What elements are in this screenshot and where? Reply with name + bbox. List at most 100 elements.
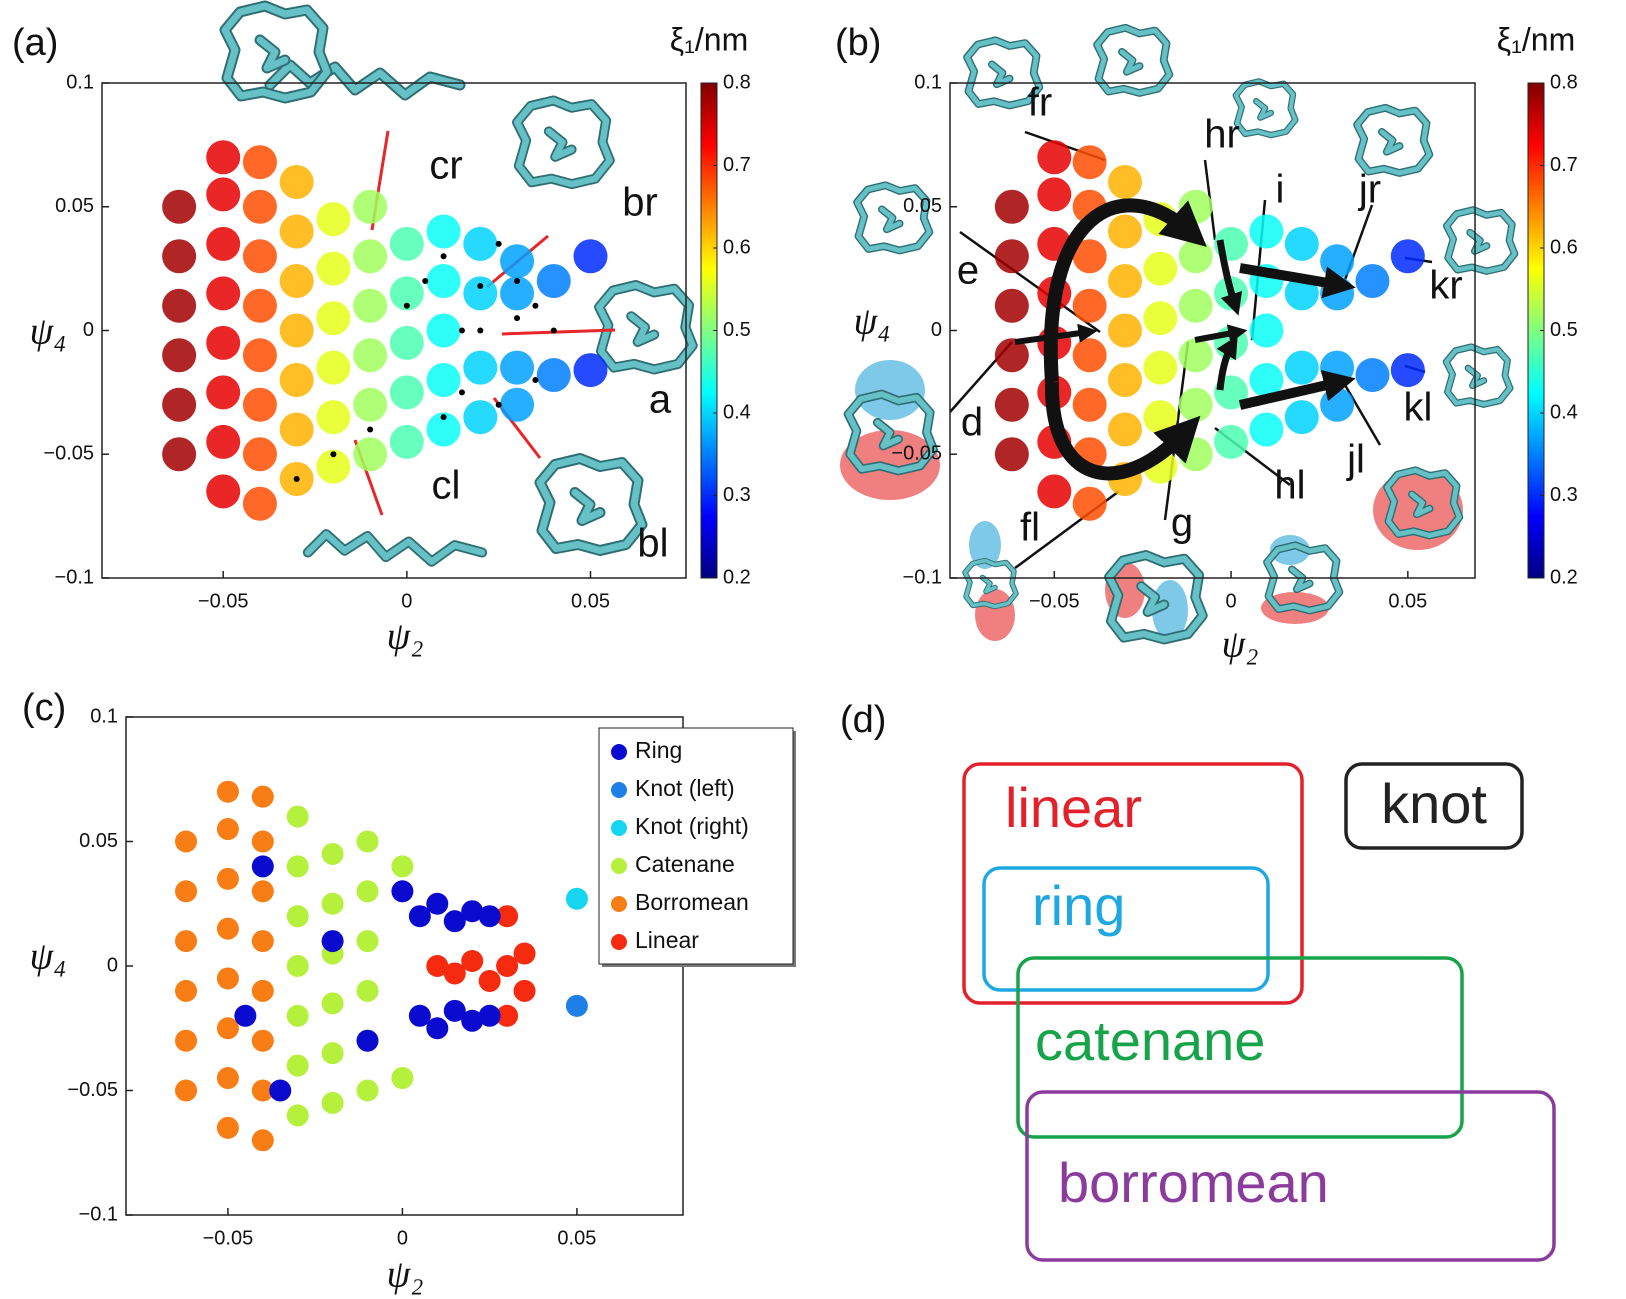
arrow <box>1216 335 1238 391</box>
point <box>496 1004 519 1027</box>
arrow <box>1216 239 1243 316</box>
annotation: fl <box>1020 506 1040 550</box>
point <box>440 253 447 260</box>
point <box>426 892 449 915</box>
point <box>536 358 571 393</box>
y-tick-label: 0.1 <box>914 71 942 93</box>
point <box>426 955 449 977</box>
point <box>1072 239 1107 274</box>
annotation: hl <box>1274 464 1305 508</box>
point <box>1249 313 1284 348</box>
point <box>994 239 1029 274</box>
colorbar-tick-label: 0.3 <box>723 484 751 506</box>
point <box>316 400 351 435</box>
point <box>389 276 424 311</box>
point <box>162 288 197 323</box>
point <box>251 855 274 878</box>
point <box>573 353 608 388</box>
point <box>316 251 351 286</box>
point <box>242 145 277 180</box>
point <box>251 880 274 903</box>
point <box>391 855 414 878</box>
point <box>162 189 197 224</box>
chart: −0.05 0 0.05 −0.1 −0.05 0 0.05 0.1 (a) ψ₂ ψ₄ 0.2 0.3… <box>12 21 751 657</box>
molecule <box>540 459 642 551</box>
point <box>1037 140 1072 175</box>
colorbar-tick-label: 0.5 <box>723 319 751 341</box>
point <box>1284 350 1319 385</box>
point <box>286 905 309 928</box>
point <box>242 437 277 472</box>
point <box>353 288 388 323</box>
point <box>321 930 344 953</box>
annotation: bl <box>637 522 668 566</box>
y-axis-label: ψ₄ <box>30 936 67 978</box>
point <box>426 264 461 298</box>
point <box>356 930 379 953</box>
point <box>994 437 1029 472</box>
point <box>426 412 461 447</box>
y-tick-label: −0.05 <box>43 443 94 465</box>
point <box>279 165 314 199</box>
point <box>565 887 588 910</box>
point <box>286 855 309 878</box>
arrow <box>1238 369 1356 410</box>
point <box>242 189 277 224</box>
point <box>1108 264 1142 298</box>
point <box>1037 474 1072 509</box>
point <box>242 239 277 274</box>
point <box>443 999 466 1022</box>
y-tick-label: 0.05 <box>79 830 118 852</box>
point <box>994 387 1029 422</box>
point <box>1390 239 1425 274</box>
point <box>251 1129 274 1152</box>
point <box>1320 387 1355 422</box>
y-tick-label: 0 <box>83 319 94 341</box>
point <box>994 189 1029 224</box>
set-label: linear <box>1005 776 1142 839</box>
y-tick-label: −0.1 <box>79 1203 118 1225</box>
colorbar-tick-label: 0.2 <box>1550 566 1578 588</box>
legend-swatch <box>611 782 627 798</box>
x-axis-label: ψ₂ <box>1222 624 1259 666</box>
point <box>463 350 498 385</box>
x-tick-label: −0.05 <box>198 590 249 612</box>
point <box>573 239 608 274</box>
point <box>426 363 461 397</box>
point <box>1214 424 1249 459</box>
pathway-arrows <box>1014 198 1356 481</box>
point <box>216 780 239 803</box>
annotation: i <box>1276 168 1285 212</box>
legend-box <box>598 727 794 965</box>
legend-label: Knot (left) <box>635 775 735 801</box>
point <box>389 325 424 360</box>
point <box>495 240 502 247</box>
point <box>389 226 424 261</box>
point <box>500 276 535 311</box>
colorbar-tick-label: 0.8 <box>723 71 751 93</box>
point <box>279 214 314 249</box>
point <box>496 955 519 977</box>
legend-swatch <box>611 858 627 874</box>
point <box>461 900 484 923</box>
point <box>994 338 1029 373</box>
y-axis-label: ψ₄ <box>30 311 67 353</box>
point <box>242 387 277 422</box>
colorbar-tick-label: 0.5 <box>1550 319 1578 341</box>
point <box>356 880 379 903</box>
arrow <box>1194 324 1248 344</box>
point <box>251 785 274 808</box>
point <box>316 449 351 484</box>
point <box>477 327 484 334</box>
point <box>1355 264 1390 298</box>
point <box>463 226 498 261</box>
point <box>1390 353 1425 388</box>
point <box>1284 400 1319 435</box>
point <box>316 301 351 336</box>
y-tick-label: −0.05 <box>67 1079 118 1101</box>
point <box>458 327 465 334</box>
set-box <box>982 866 1270 992</box>
marker-blob <box>969 521 1001 569</box>
point <box>269 1079 292 1102</box>
point <box>162 387 197 422</box>
